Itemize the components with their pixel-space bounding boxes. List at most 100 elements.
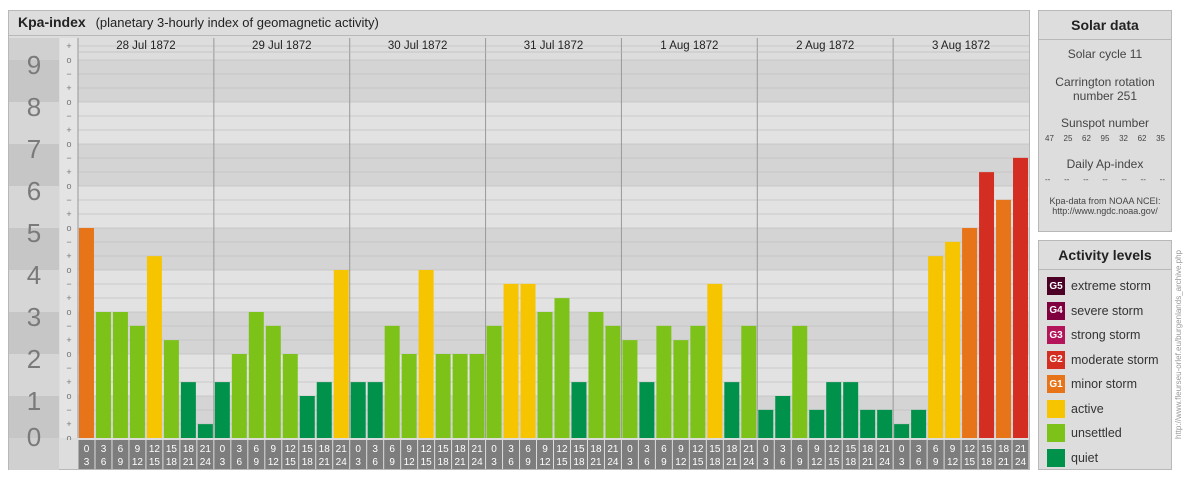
interval-end-label: 21: [998, 457, 1010, 468]
grid-band: [78, 228, 1029, 270]
minor-tick-column: [60, 38, 78, 438]
interval-start-label: 15: [438, 444, 450, 455]
interval-end-label: 21: [590, 457, 602, 468]
interval-label-cell: [163, 440, 180, 469]
interval-start-label: 18: [319, 444, 331, 455]
interval-label-cell: [129, 440, 146, 469]
interval-label-cell: [995, 440, 1012, 469]
y-tick-label: 6: [27, 176, 41, 206]
interval-end-label: 15: [828, 457, 840, 468]
activity-level-label: unsettled: [1071, 426, 1122, 441]
kp-bar: [741, 325, 757, 438]
grid-band: [78, 270, 1029, 312]
interval-end-label: 6: [508, 457, 514, 468]
kp-bar: [928, 256, 944, 438]
kp-bar: [877, 409, 893, 438]
interval-label-cell: [265, 440, 282, 469]
interval-end-label: 12: [268, 457, 280, 468]
y-tick-label: 9: [27, 50, 41, 80]
interval-label-cell: [1012, 440, 1029, 469]
kp-bar: [316, 382, 332, 438]
y-minor-mark: −: [66, 111, 71, 121]
y-axis-band: [9, 270, 59, 312]
y-tick-label: 8: [27, 92, 41, 122]
activity-level-item: G5 extreme storm: [1039, 274, 1171, 299]
interval-start-label: 3: [780, 444, 786, 455]
interval-end-label: 18: [302, 457, 314, 468]
interval-label-cell: [978, 440, 995, 469]
y-minor-mark: +: [66, 125, 71, 135]
y-axis-band: [9, 60, 59, 102]
interval-end-label: 9: [933, 457, 939, 468]
grid-band: [78, 102, 1029, 144]
kp-bar: [486, 325, 502, 438]
interval-label-cell: [791, 440, 808, 469]
kp-bar: [962, 228, 978, 438]
interval-label-cell: [570, 440, 587, 469]
y-minor-mark: o: [66, 265, 71, 275]
kp-bar: [503, 283, 519, 438]
ap-value: --: [1064, 175, 1070, 184]
interval-end-label: 6: [916, 457, 922, 468]
activity-level-label: strong storm: [1071, 328, 1141, 343]
interval-end-label: 15: [692, 457, 704, 468]
interval-label-cell: [604, 440, 621, 469]
interval-end-label: 18: [438, 457, 450, 468]
y-axis-band: [9, 354, 59, 396]
interval-label-cell: [316, 440, 333, 469]
kp-bar: [112, 312, 128, 438]
activity-levels-list: G5 extreme storm G4 severe storm G3 strong st…: [1039, 270, 1171, 470]
y-minor-mark: o: [66, 139, 71, 149]
y-minor-mark: −: [66, 405, 71, 415]
interval-start-label: 6: [933, 444, 939, 455]
interval-start-label: 3: [237, 444, 243, 455]
kp-bar: [231, 354, 247, 438]
kp-bar: [775, 396, 791, 438]
interval-end-label: 15: [149, 457, 161, 468]
y-axis-band: [9, 186, 59, 228]
interval-label-cell: [944, 440, 961, 469]
interval-end-label: 21: [862, 457, 874, 468]
interval-label-cell: [638, 440, 655, 469]
interval-end-label: 24: [200, 457, 212, 468]
interval-start-label: 18: [590, 444, 602, 455]
y-minor-mark: o: [66, 433, 71, 443]
interval-label-cell: [587, 440, 604, 469]
solar-data-title: Solar data: [1039, 11, 1171, 40]
kp-bar: [537, 312, 553, 438]
interval-end-label: 3: [627, 457, 633, 468]
interval-start-label: 21: [879, 444, 891, 455]
day-label: 29 Jul 1872: [252, 40, 311, 52]
activity-level-swatch: [1047, 448, 1065, 467]
y-minor-mark: o: [66, 307, 71, 317]
activity-levels-title: Activity levels: [1039, 241, 1171, 270]
kp-bar: [248, 312, 264, 438]
kp-bar: [180, 382, 196, 438]
kp-bar: [146, 256, 162, 438]
interval-end-label: 6: [644, 457, 650, 468]
interval-label-cell: [384, 440, 401, 469]
interval-label-cell: [367, 440, 384, 469]
kp-bar: [588, 312, 604, 438]
kp-bar: [843, 382, 859, 438]
interval-label-cell: [333, 440, 350, 469]
y-tick-label: 2: [27, 344, 41, 374]
activity-levels-panel: Activity levels G5 extreme storm G4 severe …: [1038, 240, 1172, 470]
interval-end-label: 3: [84, 457, 90, 468]
interval-start-label: 0: [84, 444, 90, 455]
interval-label-cell: [740, 440, 757, 469]
interval-label-cell: [723, 440, 740, 469]
interval-label-cell: [876, 440, 893, 469]
watermark-text: http://www.fleurseu-orlef.eu/burgenlands…: [1174, 250, 1183, 439]
kp-bar: [894, 424, 910, 438]
interval-label-cell: [961, 440, 978, 469]
y-tick-label: 3: [27, 302, 41, 332]
kp-bar: [129, 325, 145, 438]
interval-end-label: 6: [372, 457, 378, 468]
activity-level-swatch: G1: [1047, 375, 1065, 394]
day-label: 31 Jul 1872: [524, 40, 583, 52]
interval-end-label: 18: [981, 457, 993, 468]
interval-label-cell: [774, 440, 791, 469]
interval-label-cell: [452, 440, 469, 469]
activity-level-swatch: [1047, 399, 1065, 418]
